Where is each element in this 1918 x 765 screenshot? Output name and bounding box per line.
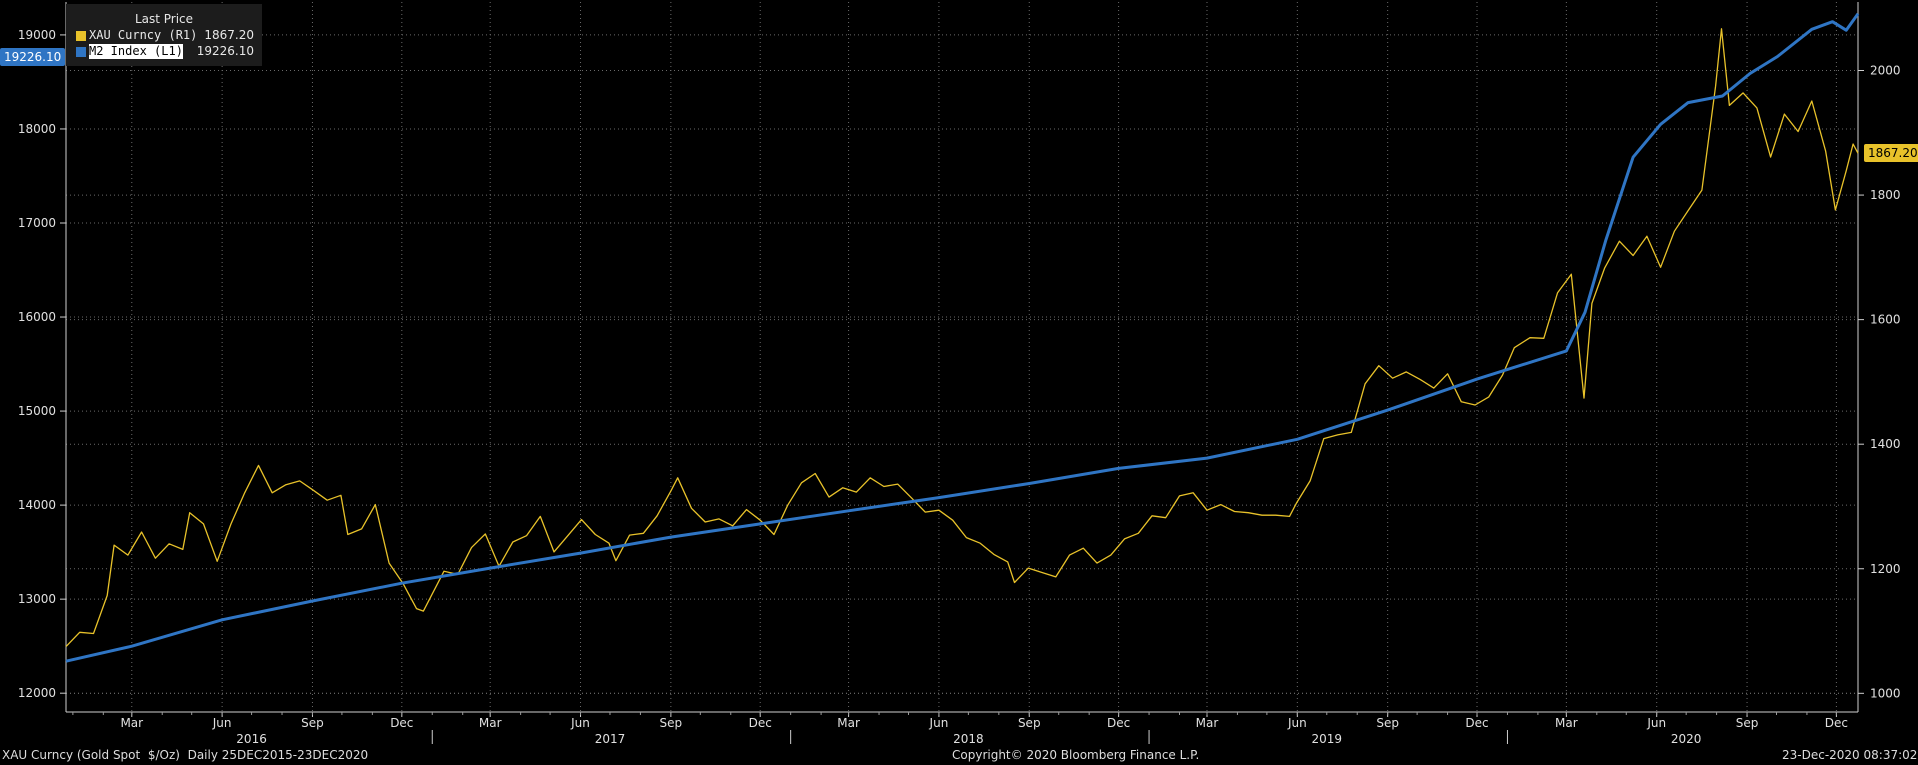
y-tick-label-left: 13000 [18, 592, 56, 606]
x-tick-label: Dec [749, 716, 772, 730]
y-tick-label-left: 17000 [18, 216, 56, 230]
y-tick-label-right: 1800 [1870, 188, 1901, 202]
y-tick-label-right: 1000 [1870, 686, 1901, 700]
x-tick-label: Dec [1825, 716, 1848, 730]
x-tick-label: Sep [1736, 716, 1759, 730]
series-line-m2 [65, 12, 1860, 663]
legend-item-value: 1867.20 [204, 28, 254, 42]
footer-timestamp: 23-Dec-2020 08:37:02 [1782, 748, 1918, 762]
x-tick-label: Jun [1287, 716, 1307, 730]
x-tick-label: Mar [120, 716, 143, 730]
x-tick-label: Mar [479, 716, 502, 730]
x-tick-label: Jun [1646, 716, 1666, 730]
x-year-label: 2019 [1312, 732, 1343, 746]
x-axis: Mar Jun Sep Dec Mar Jun Sep Dec Mar Jun Sep Dec Mar J… [72, 712, 1848, 746]
legend-item-label: M2 Index (L1) [89, 44, 183, 59]
y-tick-label-right: 2000 [1870, 64, 1901, 78]
x-tick-label: Mar [837, 716, 860, 730]
x-tick-label: Jun [570, 716, 590, 730]
legend-item-m2[interactable]: M2 Index (L1) 19226.10 [76, 44, 254, 59]
last-value-tag-right: 1867.20 [1864, 144, 1918, 163]
y-tick-label-right: 1200 [1870, 562, 1901, 576]
y-tick-label-right: 1400 [1870, 437, 1901, 451]
series-line-gold [65, 28, 1859, 648]
x-tick-label: Dec [390, 716, 413, 730]
x-year-label: 2018 [953, 732, 984, 746]
legend[interactable]: Last Price XAU Curncy (R1) 1867.20 M2 In… [66, 4, 262, 66]
left-y-axis: 12000 13000 14000 15000 16000 17000 18000 19000 [18, 28, 66, 700]
x-tick-label: Jun [212, 716, 232, 730]
legend-item-gold[interactable]: XAU Curncy (R1) 1867.20 [76, 28, 254, 43]
legend-header: Last Price [134, 12, 194, 26]
gold-swatch-icon [76, 31, 86, 41]
x-tick-label: Sep [301, 716, 324, 730]
y-tick-label-left: 12000 [18, 686, 56, 700]
x-tick-label: Jun [929, 716, 949, 730]
y-tick-label-left: 16000 [18, 310, 56, 324]
m2-swatch-icon [76, 47, 86, 57]
y-tick-label-left: 15000 [18, 404, 56, 418]
grid-lines [66, 2, 1858, 712]
series-lines [65, 12, 1860, 663]
y-tick-label-right: 1600 [1870, 313, 1901, 327]
legend-item-label: XAU Curncy (R1) [89, 28, 198, 42]
x-tick-label: Sep [1018, 716, 1041, 730]
x-tick-label: Dec [1107, 716, 1130, 730]
footer-copyright: Copyright© 2020 Bloomberg Finance L.P. [952, 748, 1200, 762]
y-tick-label-left: 18000 [18, 122, 56, 136]
x-tick-label: Sep [1376, 716, 1399, 730]
chart-frame [65, 2, 1859, 713]
y-tick-label-left: 19000 [18, 28, 56, 42]
x-tick-label: Dec [1465, 716, 1488, 730]
legend-item-value: 19226.10 [196, 44, 254, 58]
right-y-axis: 1000 1200 1400 1600 1800 2000 [1858, 64, 1901, 700]
x-year-label: 2016 [236, 732, 267, 746]
last-value-tag-left: 19226.10 [0, 48, 66, 66]
x-year-label: 2020 [1671, 732, 1702, 746]
x-year-label: 2017 [595, 732, 626, 746]
x-tick-label: Mar [1196, 716, 1219, 730]
footer-security-info: XAU Curncy (Gold Spot $/Oz) Daily 25DEC2… [2, 748, 369, 762]
x-tick-label: Mar [1555, 716, 1578, 730]
y-tick-label-left: 14000 [18, 498, 56, 512]
x-tick-label: Sep [660, 716, 683, 730]
